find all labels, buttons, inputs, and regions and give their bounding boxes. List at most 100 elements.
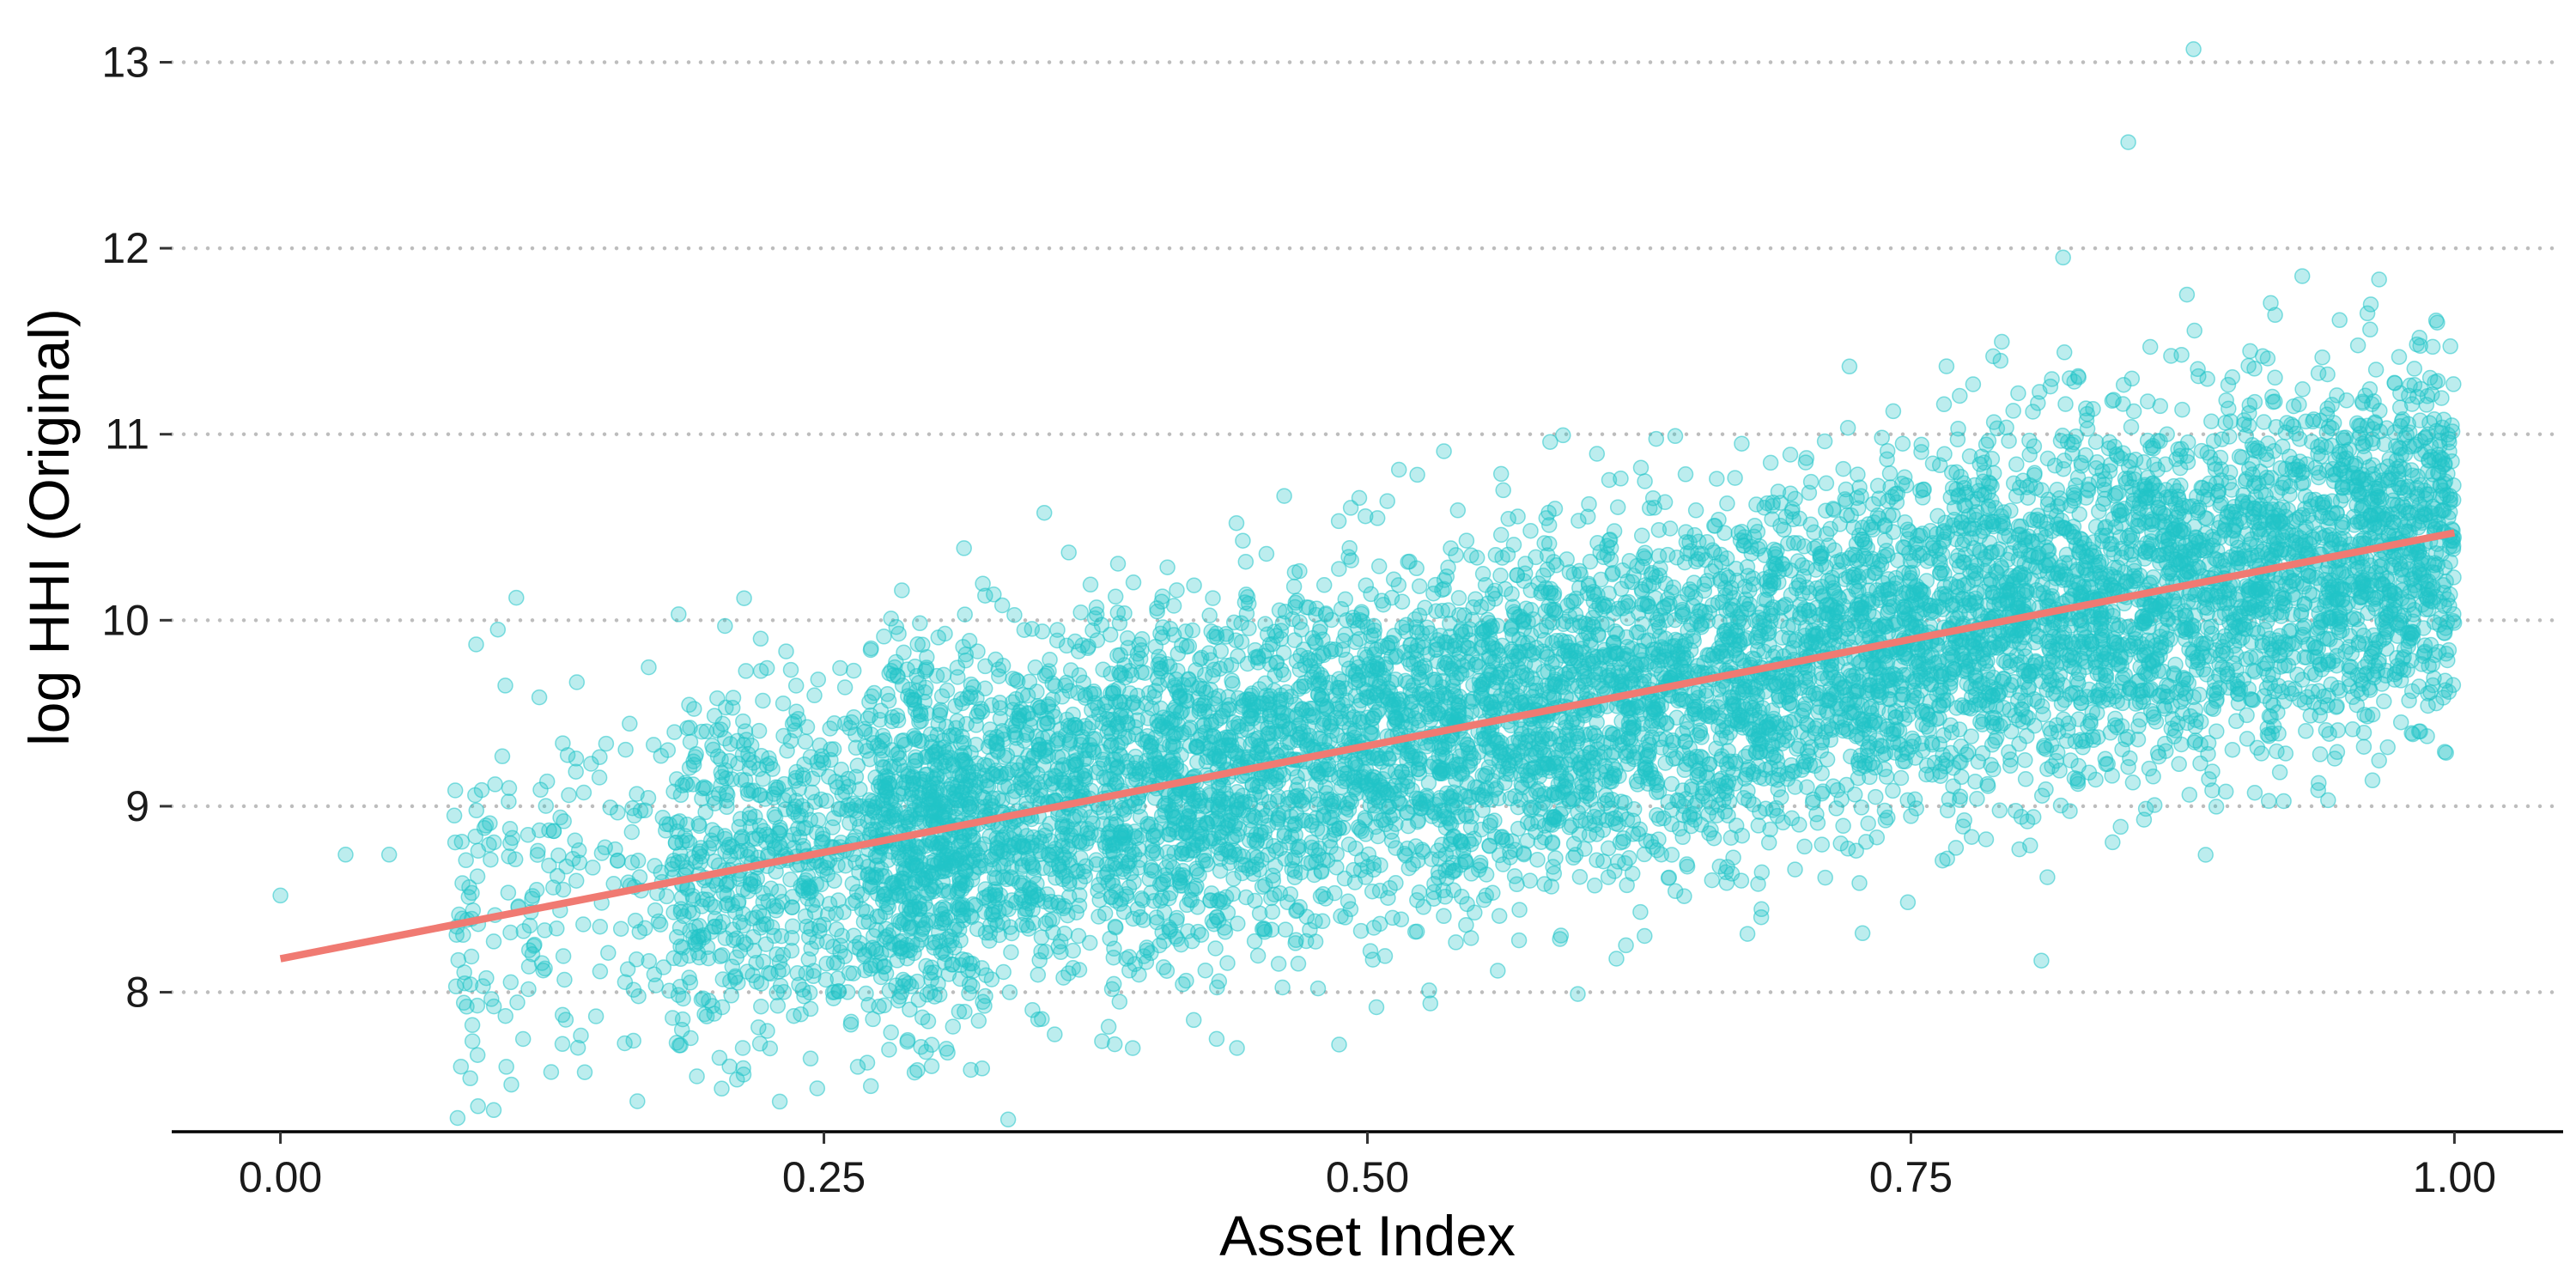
scatter-point <box>782 661 799 678</box>
scatter-point <box>501 780 518 797</box>
scatter-point <box>2314 349 2330 366</box>
scatter-point <box>1935 396 1953 413</box>
scatter-point <box>1003 925 1020 942</box>
scatter-point <box>1185 1012 1202 1029</box>
scatter-point <box>1985 414 2002 430</box>
scatter-point <box>1340 549 1357 565</box>
scatter-point <box>753 998 769 1015</box>
scatter-point <box>2242 343 2258 360</box>
scatter-point <box>609 853 626 869</box>
scatter-point <box>734 1040 751 1056</box>
scatter-point <box>1662 520 1679 537</box>
scatter-point <box>1331 1036 1347 1053</box>
scatter-point <box>2146 797 2163 813</box>
scatter-point <box>485 1102 502 1119</box>
scatter-point <box>1753 864 1771 881</box>
scatter-point <box>1667 883 1684 900</box>
scatter-point <box>1330 513 1347 530</box>
scatter-point <box>2120 758 2136 775</box>
scatter-point <box>502 924 519 941</box>
scatter-point <box>1491 908 1508 924</box>
scatter-point <box>1885 403 1902 420</box>
scatter-point <box>689 1068 705 1084</box>
scatter-point <box>809 1080 826 1097</box>
scatter-point <box>1364 883 1381 900</box>
scatter-point <box>585 860 601 876</box>
scatter-point <box>538 798 555 814</box>
scatter-point <box>617 741 634 758</box>
scatter-points <box>272 41 2463 1128</box>
scatter-point <box>2224 369 2241 386</box>
scatter-point <box>2021 447 2038 463</box>
scatter-point <box>2371 271 2387 288</box>
scatter-point <box>784 918 801 935</box>
scatter-point <box>2199 619 2216 636</box>
scatter-point <box>1492 465 1510 483</box>
scatter-point <box>1893 769 1910 787</box>
scatter-point <box>1570 986 1586 1002</box>
scatter-point <box>1796 838 1813 855</box>
scatter-point <box>2005 403 2021 419</box>
scatter-point <box>629 1093 646 1109</box>
scatter-point <box>2197 847 2214 863</box>
scatter-point <box>1264 903 1281 920</box>
scatter-point <box>1739 926 1756 942</box>
scatter-point <box>842 1013 860 1030</box>
scatter-point <box>755 692 771 709</box>
scatter-point <box>999 1111 1017 1128</box>
scatter-point <box>1601 471 1618 489</box>
scatter-point <box>894 582 910 598</box>
scatter-point <box>2334 519 2351 536</box>
scatter-point <box>1145 892 1163 909</box>
scatter-point <box>752 630 769 647</box>
scatter-point <box>1036 504 1053 521</box>
scatter-point <box>2181 787 2198 803</box>
scatter-point <box>1903 808 1919 824</box>
scatter-point <box>2001 744 2017 761</box>
scatter-point <box>849 1059 866 1075</box>
scatter-point <box>1362 943 1379 959</box>
scatter-point <box>1832 835 1849 852</box>
scatter-point <box>641 659 657 676</box>
scatter-point <box>1351 489 1368 507</box>
scatter-point <box>515 923 532 939</box>
scatter-point <box>557 1012 574 1028</box>
scatter-point <box>623 823 641 841</box>
scatter-point <box>1665 579 1682 596</box>
scatter-point <box>2172 459 2189 477</box>
scatter-point <box>1571 868 1589 885</box>
scatter-point <box>735 713 751 730</box>
scatter-point <box>865 1011 881 1028</box>
scatter-point <box>498 1059 514 1075</box>
scatter-point <box>1205 590 1221 606</box>
scatter-point <box>1814 836 1831 853</box>
scatter-point <box>1463 547 1479 564</box>
scatter-point <box>1495 482 1511 499</box>
scatter-point <box>1635 548 1652 565</box>
scatter-point <box>645 737 662 753</box>
scatter-point <box>1618 937 1634 954</box>
scatter-point <box>1375 596 1392 613</box>
scatter-point <box>1978 831 1995 848</box>
scatter-point <box>2017 751 2033 769</box>
scatter-point <box>1868 788 1884 805</box>
scatter-point <box>1624 866 1641 882</box>
scatter-point <box>1285 578 1303 595</box>
scatter-point <box>1853 799 1870 816</box>
scatter-point <box>1750 876 1766 892</box>
scatter-point <box>802 1050 819 1067</box>
scatter-point <box>832 659 848 677</box>
scatter-point <box>1749 524 1766 540</box>
scatter-point <box>1034 623 1051 640</box>
scatter-point <box>2349 337 2366 354</box>
scatter-point <box>1835 460 1851 477</box>
scatter-point <box>2010 385 2026 402</box>
scatter-point <box>2157 456 2174 473</box>
scatter-point <box>845 662 862 679</box>
scatter-point <box>2174 401 2190 418</box>
scatter-point <box>836 679 854 696</box>
scatter-point <box>778 643 794 659</box>
scatter-point <box>2191 686 2208 703</box>
scatter-point <box>2017 771 2034 787</box>
scatter-point <box>1952 387 1968 404</box>
